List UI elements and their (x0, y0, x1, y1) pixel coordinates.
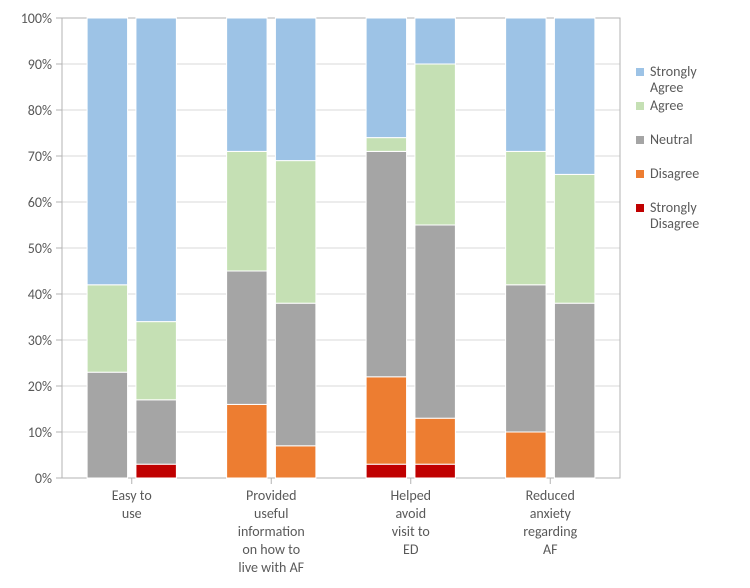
bar-segment-strongly_agree (366, 18, 406, 138)
x-category-label: Reduced (526, 487, 575, 504)
bar-segment-neutral (506, 285, 546, 432)
bar-segment-neutral (275, 303, 315, 446)
x-category-label: on how to (242, 541, 300, 558)
bar-segment-neutral (136, 400, 176, 464)
bar-segment-strongly_disagree (366, 464, 406, 478)
bar-segment-disagree (275, 446, 315, 478)
bar-segment-agree (415, 64, 455, 225)
x-category-label: Helped (390, 487, 431, 504)
bar-segment-neutral (415, 225, 455, 418)
bar-segment-strongly_agree (275, 18, 315, 161)
legend-marker (636, 204, 644, 212)
legend-marker (636, 102, 644, 110)
bar-segment-strongly_disagree (415, 464, 455, 478)
bar-segment-agree (136, 322, 176, 400)
legend-label: Neutral (650, 131, 693, 148)
bar-segment-strongly_agree (136, 18, 176, 322)
y-tick-label: 10% (28, 424, 52, 441)
chart-svg: 0% 10% 20% 30% 40% 50% 60% 70% 80% 90% 100% Easy to… (0, 0, 750, 588)
y-tick-label: 40% (28, 286, 52, 303)
stacked-bar-chart: 0% 10% 20% 30% 40% 50% 60% 70% 80% 90% 100% Easy to… (0, 0, 750, 588)
y-tick-label: 100% (21, 10, 52, 27)
x-category-label: useful (254, 505, 289, 522)
legend-marker (636, 136, 644, 144)
bar-segment-disagree (366, 377, 406, 464)
legend-label: Disagree (650, 165, 699, 182)
bar-segment-neutral (227, 271, 267, 404)
bar-segment-strongly_agree (554, 18, 594, 174)
bar-segment-agree (227, 151, 267, 271)
x-category-label: regarding (523, 523, 577, 540)
legend-label: Strongly (650, 63, 697, 80)
bar-segment-disagree (227, 404, 267, 478)
bar-segment-strongly_agree (227, 18, 267, 151)
y-tick-label: 90% (28, 56, 52, 73)
bar-segment-disagree (506, 432, 546, 478)
x-category-label: AF (543, 541, 558, 558)
bar-segment-disagree (415, 418, 455, 464)
bar-segment-strongly_disagree (136, 464, 176, 478)
bar-segment-strongly_agree (415, 18, 455, 64)
y-tick-label: 30% (28, 332, 52, 349)
x-category-label: visit to (392, 523, 430, 540)
y-tick-label: 70% (28, 148, 52, 165)
x-category-label: Provided (246, 487, 296, 504)
bar-segment-agree (554, 174, 594, 303)
x-category-label: avoid (395, 505, 426, 522)
legend-label: Agree (650, 97, 683, 114)
y-tick-label: 80% (28, 102, 52, 119)
x-category-label: ED (403, 541, 419, 558)
y-tick-label: 20% (28, 378, 52, 395)
bar-segment-neutral (554, 303, 594, 478)
bar-segment-agree (366, 138, 406, 152)
legend-marker (636, 68, 644, 76)
bar-segment-strongly_agree (87, 18, 127, 285)
legend-label: Agree (650, 79, 683, 96)
x-category-label: Easy to (112, 487, 152, 504)
x-category-label: anxiety (530, 505, 572, 522)
bar-segment-neutral (87, 372, 127, 478)
x-category-label: information (238, 523, 305, 540)
y-tick-label: 60% (28, 194, 52, 211)
bar-segment-agree (275, 161, 315, 304)
y-tick-label: 50% (28, 240, 52, 257)
bar-segment-neutral (366, 151, 406, 376)
legend-label: Disagree (650, 215, 699, 232)
legend-label: Strongly (650, 199, 697, 216)
x-category-label: use (122, 505, 142, 522)
legend-marker (636, 170, 644, 178)
bar-segment-agree (506, 151, 546, 284)
bar-segment-agree (87, 285, 127, 372)
bar-segment-strongly_agree (506, 18, 546, 151)
y-tick-label: 0% (35, 470, 52, 487)
x-category-label: live with AF (238, 559, 304, 576)
